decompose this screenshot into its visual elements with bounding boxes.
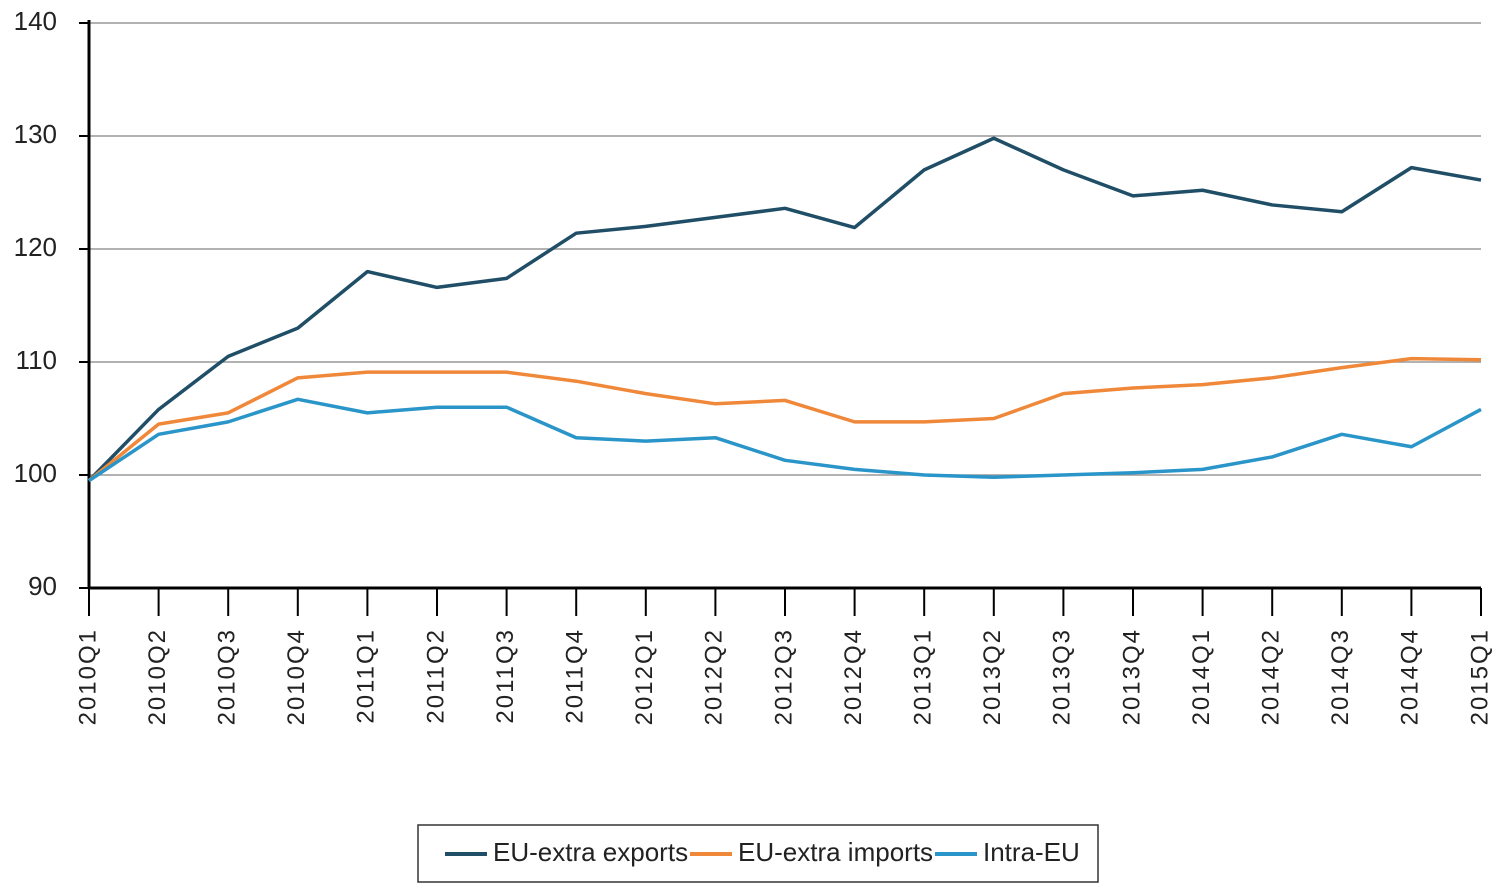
y-tick-label: 140 xyxy=(14,6,57,36)
x-tick-label: 2014Q3 xyxy=(1327,628,1354,725)
legend-label: EU-extra imports xyxy=(738,837,933,867)
x-tick-label: 2014Q4 xyxy=(1397,628,1424,725)
x-tick-label: 2014Q2 xyxy=(1258,628,1285,725)
y-tick-label: 120 xyxy=(14,232,57,262)
x-tick-label: 2010Q2 xyxy=(144,628,171,725)
x-tick-label: 2011Q4 xyxy=(562,628,589,724)
x-tick-label: 2014Q1 xyxy=(1188,628,1215,725)
x-tick-label: 2012Q4 xyxy=(840,628,867,725)
x-tick-label: 2013Q4 xyxy=(1118,628,1145,725)
x-tick-label: 2012Q1 xyxy=(631,628,658,725)
legend-label: EU-extra exports xyxy=(493,837,688,867)
y-tick-label: 130 xyxy=(14,119,57,149)
x-tick-label: 2012Q2 xyxy=(701,628,728,725)
x-tick-label: 2010Q3 xyxy=(214,628,241,725)
series-line xyxy=(87,356,1482,483)
series-line xyxy=(88,397,1482,483)
y-tick-label: 100 xyxy=(14,458,57,488)
x-tick-label: 2010Q4 xyxy=(283,628,310,725)
x-tick-label: 2013Q1 xyxy=(910,628,937,725)
series-line xyxy=(87,136,1482,482)
x-tick-label: 2012Q3 xyxy=(770,628,797,725)
x-tick-label: 2011Q3 xyxy=(492,628,519,724)
y-tick-label: 110 xyxy=(16,345,57,375)
legend-box xyxy=(417,824,1099,883)
x-tick-label: 2015Q1 xyxy=(1466,628,1493,725)
legend-label: Intra-EU xyxy=(983,837,1080,867)
x-tick-label: 2011Q2 xyxy=(422,628,449,724)
y-tick-label: 90 xyxy=(28,571,57,601)
x-tick-label: 2013Q3 xyxy=(1049,628,1076,725)
x-tick-label: 2010Q1 xyxy=(74,628,101,725)
x-tick-label: 2013Q2 xyxy=(979,628,1006,725)
x-tick-label: 2011Q1 xyxy=(353,628,380,724)
